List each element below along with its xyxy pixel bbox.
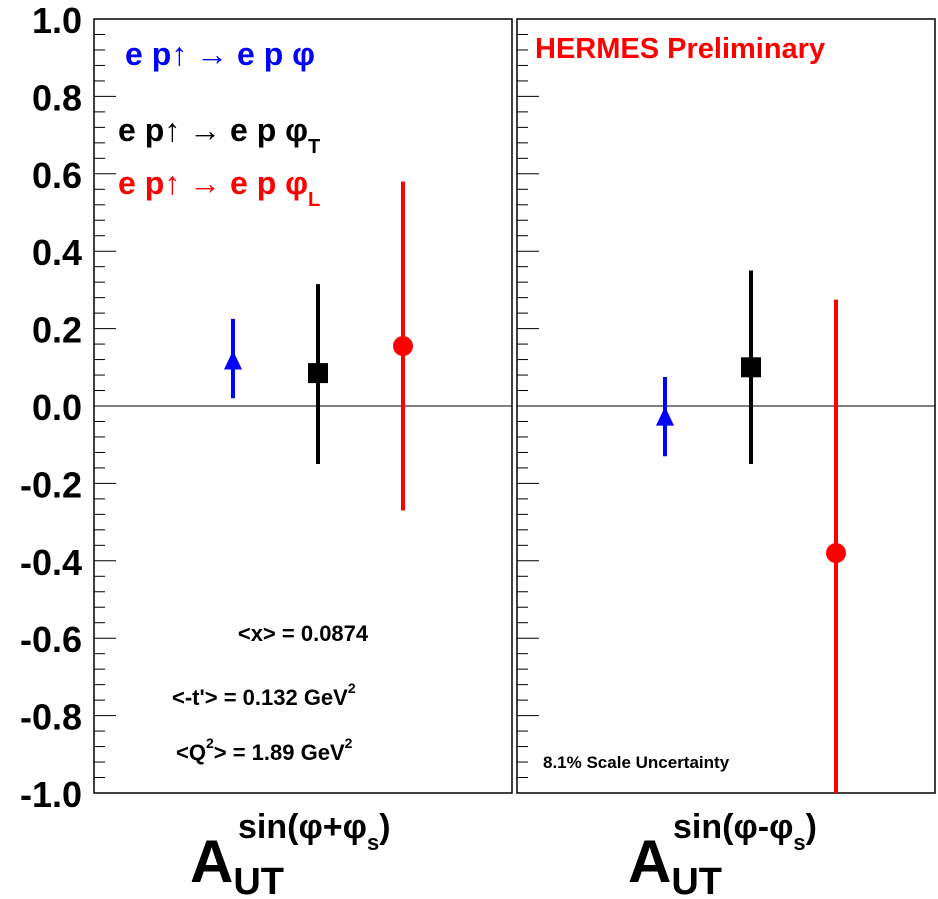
circle-marker (393, 336, 413, 357)
y-tick-label: 0.4 (32, 232, 82, 273)
y-tick-label: 0.8 (32, 77, 82, 118)
left-axis-ticks (94, 18, 116, 794)
y-tick-label: 0.6 (32, 155, 82, 196)
right-axis-ticks (517, 18, 539, 794)
q2-mean-annotation: <Q2> = 1.89 GeV2 (176, 735, 353, 765)
scale-uncertainty-label: 8.1% Scale Uncertainty (543, 753, 730, 772)
legend-entry-black-subscript: T (308, 136, 320, 158)
legend-entry-black: e p↑ → e p φT (118, 112, 320, 158)
preliminary-label: HERMES Preliminary (535, 33, 825, 65)
y-tick-label: -0.8 (20, 697, 82, 738)
x-mean-annotation: <x> = 0.0874 (238, 621, 369, 646)
right-x-axis-label: AUT (628, 828, 722, 899)
y-tick-label: 0.0 (32, 387, 82, 428)
triangle-marker (224, 350, 242, 370)
y-tick-labels: 1.0 0.8 0.6 0.4 0.2 0.0 -0.2 -0.4 -0.6 -0.8 -1.0 (20, 0, 82, 815)
legend-entry-red: e p↑ → e p φL (118, 165, 320, 211)
y-tick-label: -0.2 (20, 464, 82, 505)
data-points (224, 181, 846, 793)
square-marker (741, 357, 761, 378)
y-tick-label: -1.0 (20, 774, 82, 815)
y-tick-label: 1.0 (32, 0, 82, 41)
y-tick-label: 0.2 (32, 310, 82, 351)
circle-marker (826, 543, 846, 564)
square-marker (308, 363, 328, 384)
legend-entry-red-subscript: L (308, 189, 320, 211)
left-x-axis-label-superscript: sin(φ+φs) (238, 808, 391, 855)
left-x-axis-label: AUT (190, 828, 284, 899)
legend-entry-blue: e p↑ → e p φ (125, 36, 315, 72)
t-mean-annotation: <-t'> = 0.132 GeV2 (172, 680, 356, 710)
y-tick-label: -0.4 (20, 542, 82, 583)
triangle-marker (656, 406, 674, 426)
right-x-axis-label-superscript: sin(φ-φs) (673, 808, 817, 855)
y-tick-label: -0.6 (20, 619, 82, 660)
